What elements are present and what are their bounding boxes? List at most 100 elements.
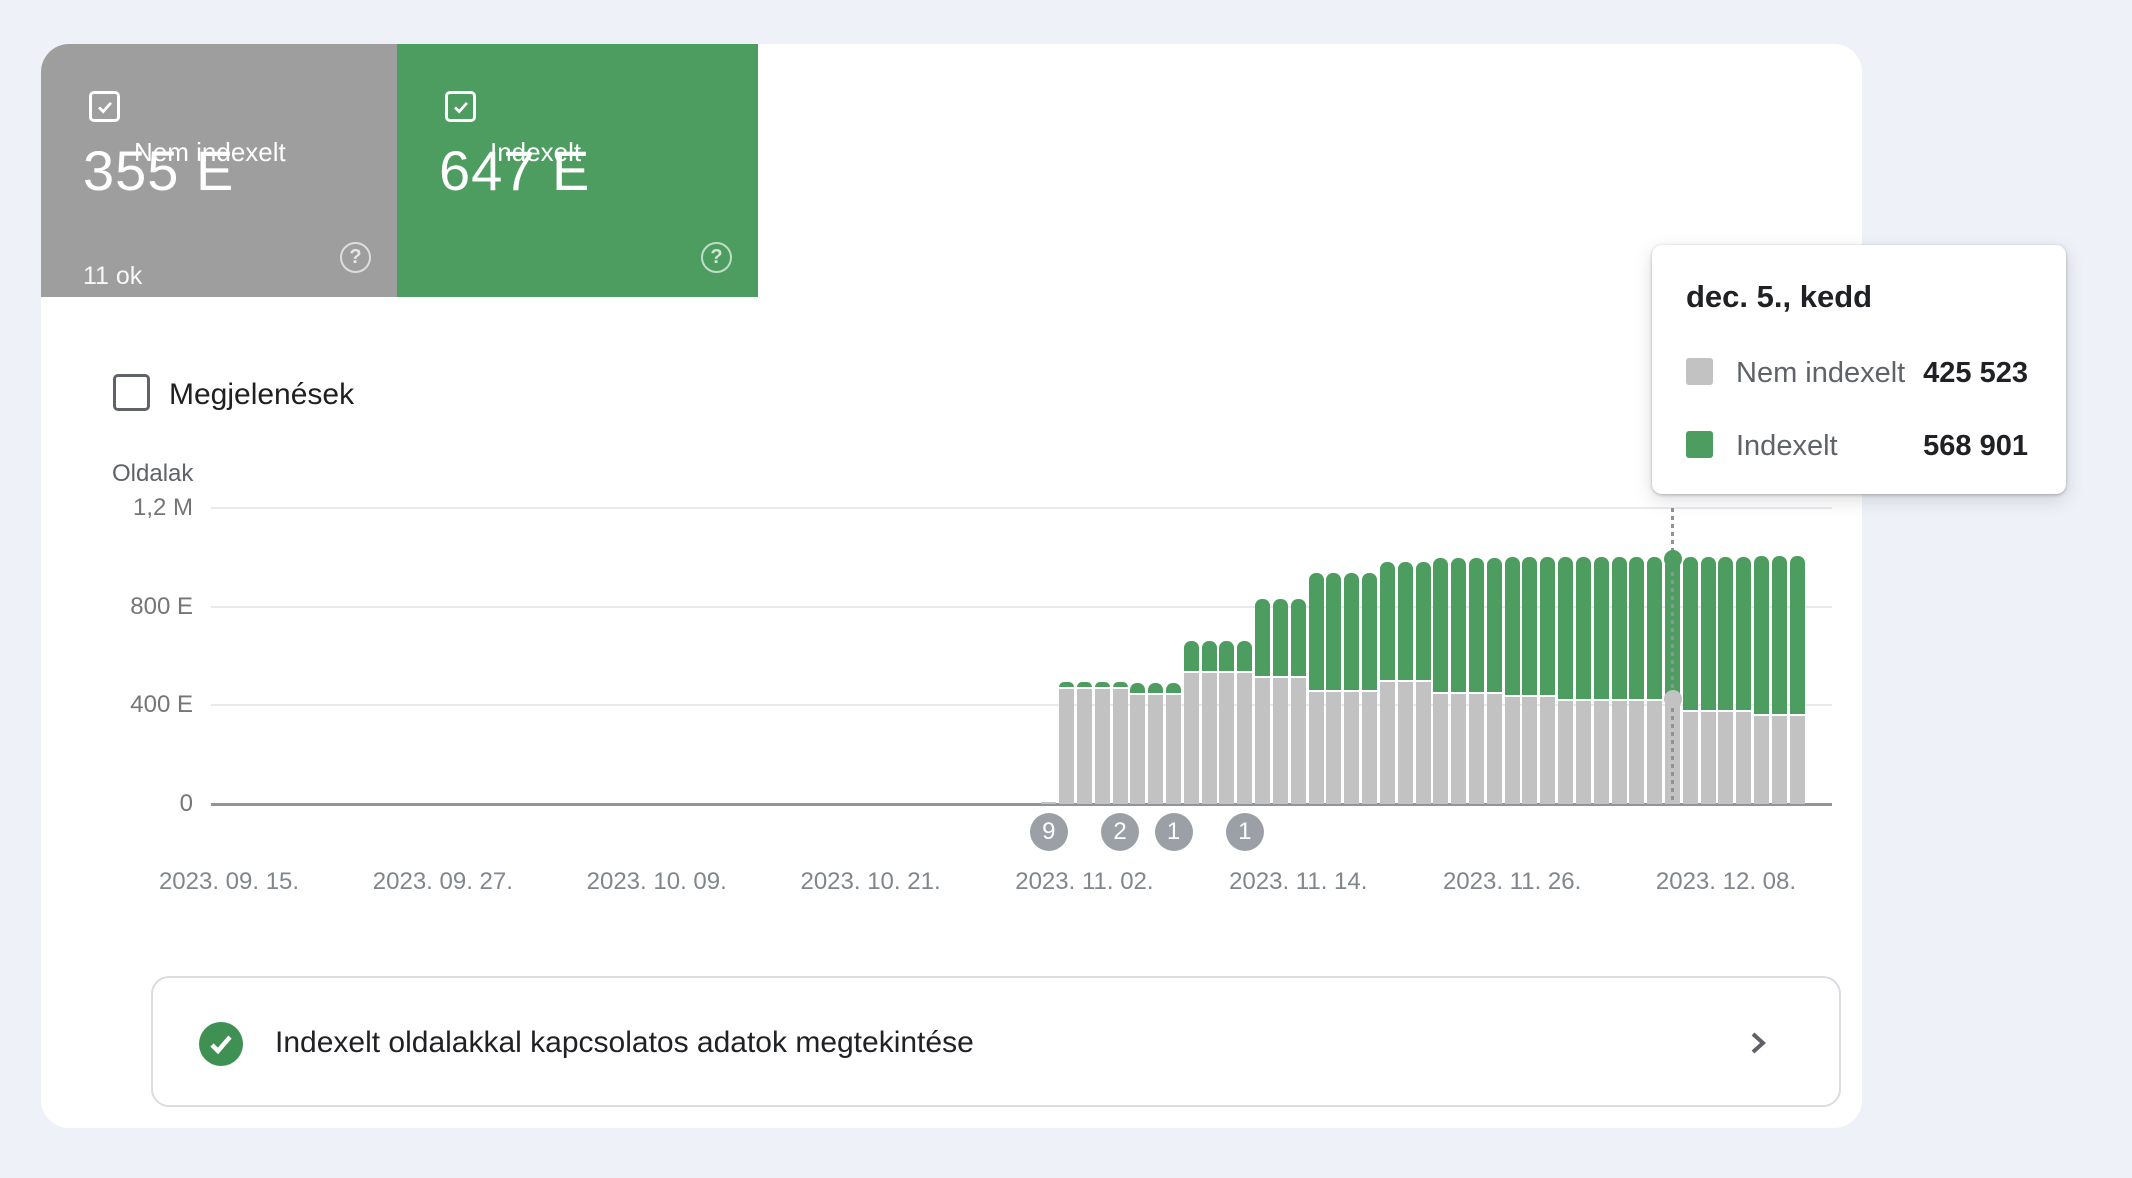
impressions-checkbox[interactable] (113, 374, 150, 411)
impressions-label[interactable]: Megjelenések (169, 378, 355, 411)
bar-indexed-2023-12-02[interactable] (1611, 557, 1627, 699)
bar-indexed-2023-12-12[interactable] (1789, 556, 1805, 714)
indexed-checkbox[interactable] (445, 91, 476, 122)
bar-not-indexed-2023-11-05[interactable] (1130, 695, 1146, 804)
bar-indexed-2023-11-01[interactable] (1059, 682, 1075, 687)
bar-not-indexed-2023-12-07[interactable] (1700, 712, 1716, 804)
bar-not-indexed-2023-12-11[interactable] (1771, 716, 1787, 804)
note-badge-2023-11-11[interactable]: 1 (1225, 813, 1264, 851)
x-axis-label: 2023. 12. 08. (1655, 868, 1797, 895)
bar-not-indexed-2023-11-07[interactable] (1166, 695, 1181, 804)
bar-not-indexed-2023-11-18[interactable] (1362, 692, 1378, 804)
bar-indexed-2023-11-10[interactable] (1219, 641, 1235, 671)
bar-indexed-2023-12-06[interactable] (1682, 557, 1698, 710)
bar-not-indexed-2023-10-31[interactable] (1041, 802, 1057, 804)
bar-indexed-2023-11-23[interactable] (1451, 558, 1467, 692)
note-badge-2023-11-07[interactable]: 1 (1154, 813, 1193, 851)
bar-indexed-2023-11-18[interactable] (1362, 573, 1378, 690)
bar-not-indexed-2023-11-20[interactable] (1397, 682, 1413, 804)
help-icon[interactable]: ? (340, 242, 371, 273)
bar-not-indexed-2023-11-23[interactable] (1451, 694, 1467, 804)
bar-indexed-2023-12-11[interactable] (1771, 556, 1787, 714)
bar-indexed-2023-11-06[interactable] (1148, 683, 1164, 693)
bar-indexed-2023-11-08[interactable] (1183, 641, 1199, 671)
bar-not-indexed-2023-12-12[interactable] (1789, 716, 1805, 804)
bar-indexed-2023-11-04[interactable] (1112, 682, 1128, 687)
bar-indexed-2023-11-09[interactable] (1201, 641, 1217, 671)
bar-indexed-2023-11-07[interactable] (1166, 683, 1181, 693)
bar-indexed-2023-11-24[interactable] (1468, 558, 1484, 692)
chevron-right-icon[interactable] (1743, 1028, 1773, 1058)
bar-not-indexed-2023-11-22[interactable] (1433, 694, 1449, 804)
bar-not-indexed-2023-11-26[interactable] (1504, 697, 1520, 804)
bar-indexed-2023-11-27[interactable] (1522, 557, 1538, 695)
bar-indexed-2023-11-28[interactable] (1540, 557, 1556, 695)
bar-indexed-2023-11-12[interactable] (1255, 599, 1271, 676)
bar-not-indexed-2023-11-28[interactable] (1540, 697, 1556, 804)
bar-not-indexed-2023-11-19[interactable] (1379, 682, 1395, 804)
bar-not-indexed-2023-11-03[interactable] (1094, 689, 1110, 804)
bar-indexed-2023-12-07[interactable] (1700, 557, 1716, 710)
bar-not-indexed-2023-11-04[interactable] (1112, 689, 1128, 804)
bar-indexed-2023-11-22[interactable] (1433, 558, 1449, 692)
bar-indexed-2023-11-14[interactable] (1290, 599, 1306, 676)
bar-not-indexed-2023-11-08[interactable] (1183, 673, 1199, 804)
x-axis-label: 2023. 11. 14. (1229, 868, 1368, 895)
bar-indexed-2023-11-13[interactable] (1272, 599, 1288, 676)
bar-indexed-2023-11-19[interactable] (1379, 562, 1395, 680)
bar-not-indexed-2023-11-10[interactable] (1219, 673, 1235, 804)
bar-indexed-2023-11-20[interactable] (1397, 562, 1413, 680)
bar-indexed-2023-11-02[interactable] (1076, 682, 1092, 687)
bar-indexed-2023-11-11[interactable] (1237, 641, 1253, 671)
bar-not-indexed-2023-11-16[interactable] (1326, 692, 1342, 804)
bar-indexed-2023-12-04[interactable] (1647, 557, 1663, 699)
bar-indexed-2023-11-15[interactable] (1308, 573, 1324, 690)
not-indexed-summary-card[interactable]: Nem indexelt 355 E 11 ok ? (41, 44, 397, 297)
bar-not-indexed-2023-11-13[interactable] (1272, 678, 1288, 804)
bar-indexed-2023-12-09[interactable] (1736, 557, 1752, 710)
bar-indexed-2023-11-03[interactable] (1094, 682, 1110, 687)
checkmark-icon (453, 101, 468, 114)
bar-not-indexed-2023-12-01[interactable] (1593, 701, 1609, 804)
bar-not-indexed-2023-11-09[interactable] (1201, 673, 1217, 804)
bar-not-indexed-2023-11-12[interactable] (1255, 678, 1271, 804)
bar-indexed-2023-11-05[interactable] (1130, 683, 1146, 693)
bar-indexed-2023-11-30[interactable] (1575, 557, 1591, 699)
bar-not-indexed-2023-12-06[interactable] (1682, 712, 1698, 804)
bar-not-indexed-2023-11-17[interactable] (1344, 692, 1360, 804)
bar-not-indexed-2023-11-02[interactable] (1076, 689, 1092, 804)
bar-indexed-2023-11-26[interactable] (1504, 557, 1520, 695)
bar-not-indexed-2023-11-27[interactable] (1522, 697, 1538, 804)
bar-indexed-2023-11-17[interactable] (1344, 573, 1360, 690)
bar-not-indexed-2023-12-04[interactable] (1647, 701, 1663, 804)
bar-not-indexed-2023-11-24[interactable] (1468, 694, 1484, 804)
bar-not-indexed-2023-11-06[interactable] (1148, 695, 1164, 804)
bar-indexed-2023-12-03[interactable] (1629, 557, 1645, 699)
note-badge-2023-10-31[interactable]: 9 (1029, 813, 1068, 851)
indexed-summary-card[interactable]: Indexelt 647 E ? (397, 44, 758, 297)
bar-not-indexed-2023-11-21[interactable] (1415, 682, 1431, 804)
view-indexed-data-banner[interactable]: Indexelt oldalakkal kapcsolatos adatok m… (151, 976, 1841, 1107)
bar-not-indexed-2023-11-30[interactable] (1575, 701, 1591, 804)
bar-indexed-2023-12-01[interactable] (1593, 557, 1609, 699)
bar-not-indexed-2023-11-11[interactable] (1237, 673, 1253, 804)
bar-not-indexed-2023-11-25[interactable] (1486, 694, 1502, 804)
bar-not-indexed-2023-12-10[interactable] (1754, 716, 1770, 804)
bar-not-indexed-2023-12-03[interactable] (1629, 701, 1645, 804)
bar-indexed-2023-12-08[interactable] (1718, 557, 1734, 710)
note-badge-2023-11-04[interactable]: 2 (1101, 813, 1140, 851)
bar-indexed-2023-11-25[interactable] (1486, 558, 1502, 692)
bar-indexed-2023-11-21[interactable] (1415, 562, 1431, 680)
bar-indexed-2023-11-29[interactable] (1558, 557, 1574, 699)
help-icon[interactable]: ? (701, 242, 732, 273)
bar-not-indexed-2023-12-02[interactable] (1611, 701, 1627, 804)
bar-not-indexed-2023-11-14[interactable] (1290, 678, 1306, 804)
bar-not-indexed-2023-12-09[interactable] (1736, 712, 1752, 804)
bar-not-indexed-2023-12-08[interactable] (1718, 712, 1734, 804)
bar-not-indexed-2023-11-15[interactable] (1308, 692, 1324, 804)
not-indexed-checkbox[interactable] (89, 91, 120, 122)
bar-not-indexed-2023-11-29[interactable] (1558, 701, 1574, 804)
bar-not-indexed-2023-11-01[interactable] (1059, 689, 1075, 804)
bar-indexed-2023-12-10[interactable] (1754, 556, 1770, 714)
bar-indexed-2023-11-16[interactable] (1326, 573, 1342, 690)
